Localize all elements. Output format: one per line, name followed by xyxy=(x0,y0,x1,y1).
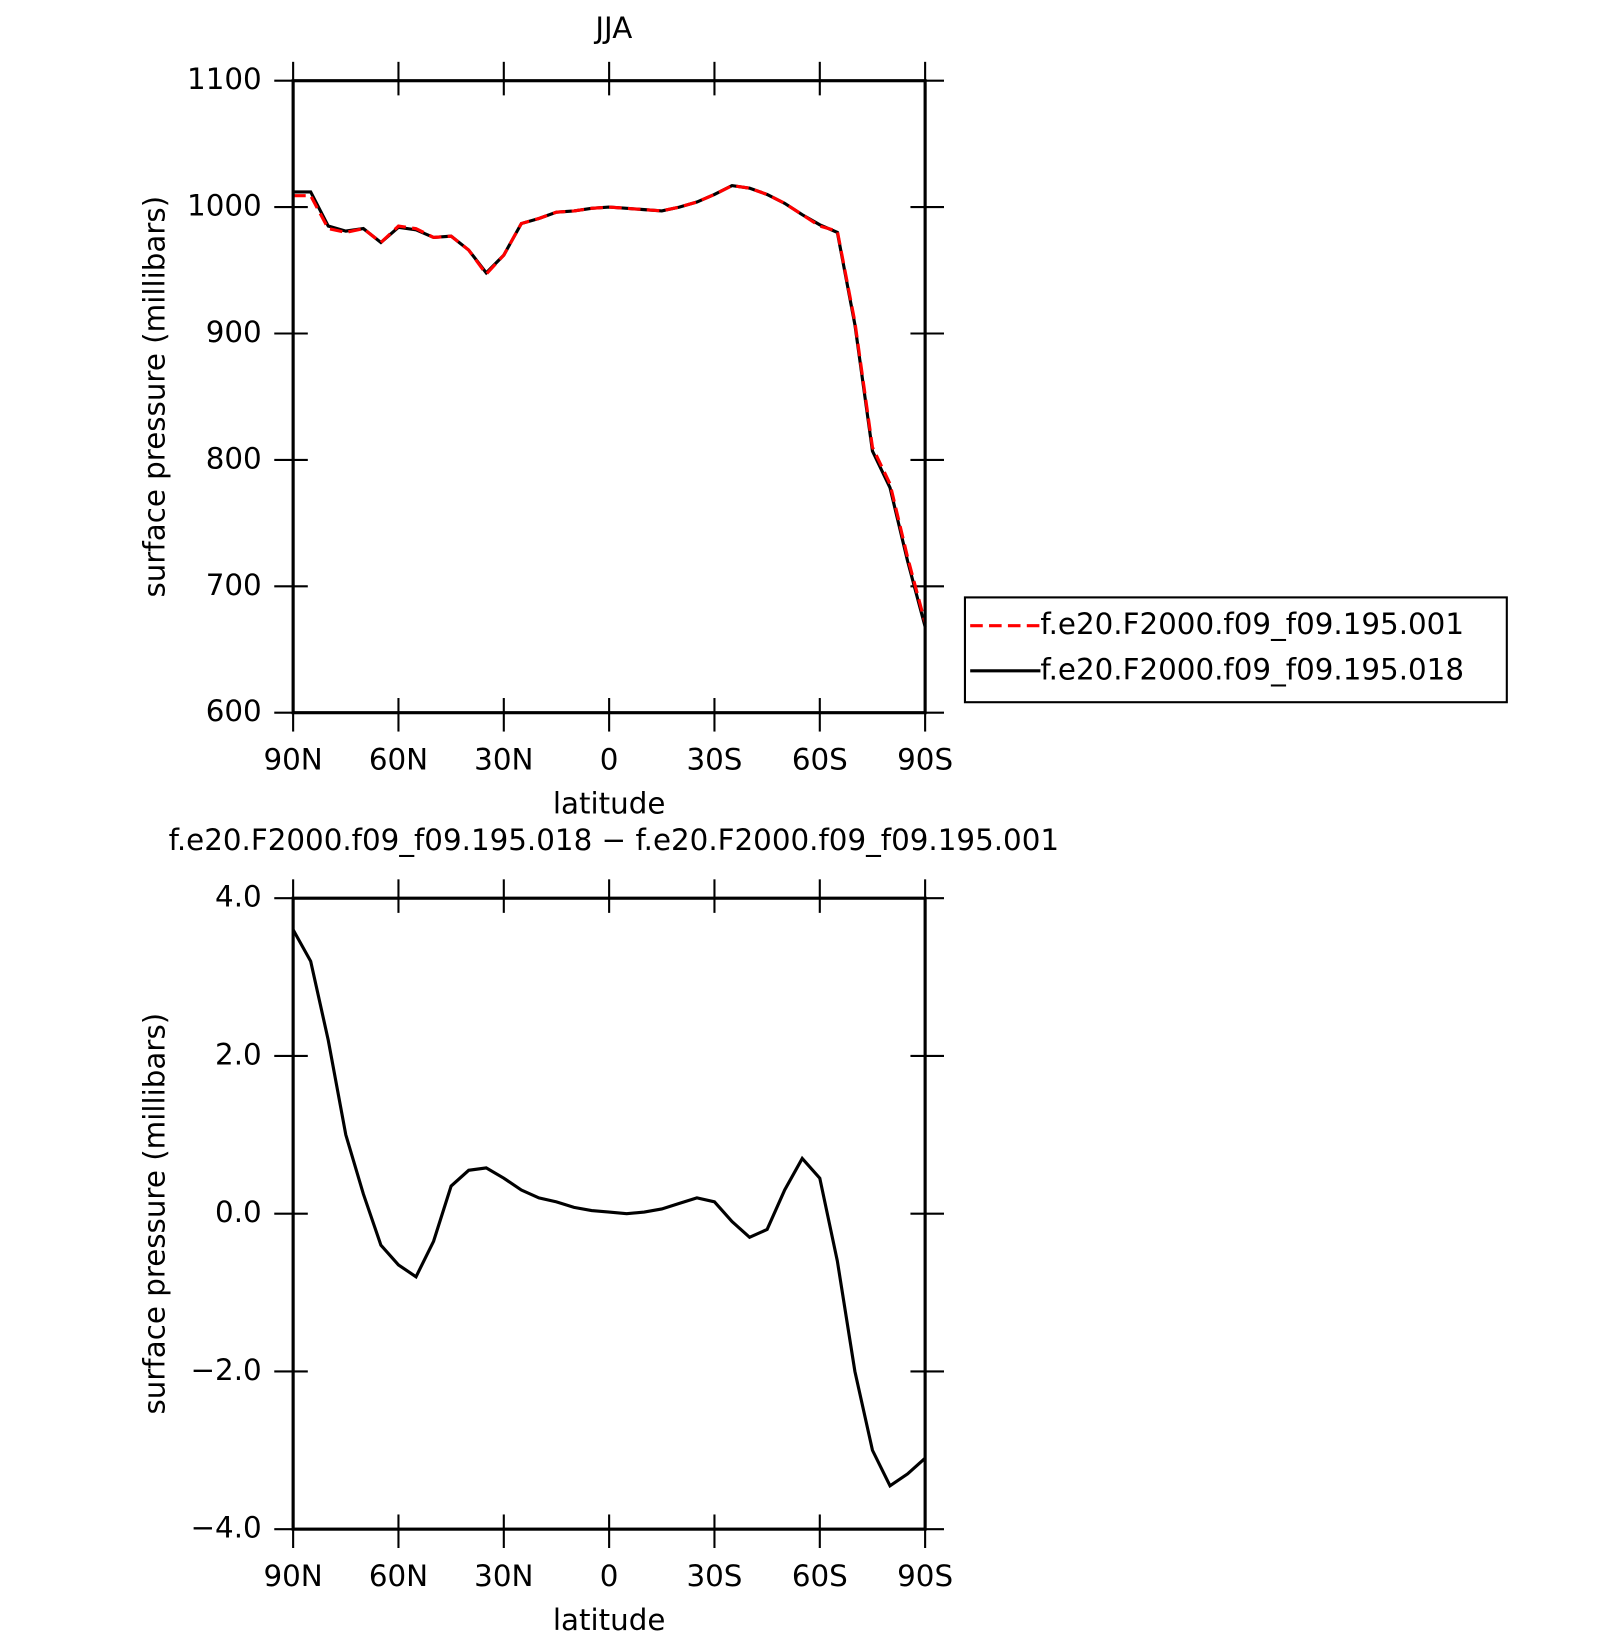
x-tick-label: 60S xyxy=(792,1559,848,1593)
x-tick-label: 60N xyxy=(369,742,428,776)
data-line xyxy=(293,183,927,624)
x-axis-label: latitude xyxy=(553,1603,666,1635)
y-tick-label: 900 xyxy=(206,315,262,349)
chart-title: f.e20.F2000.f09_f09.195.018 − f.e20.F200… xyxy=(169,823,1059,857)
chart-title: JJA xyxy=(593,11,632,45)
x-tick-label: 0 xyxy=(600,742,619,776)
y-tick-label: 600 xyxy=(206,694,262,728)
y-tick-label: 1000 xyxy=(187,189,262,223)
x-tick-label: 30S xyxy=(686,742,742,776)
x-tick-label: 60S xyxy=(792,742,848,776)
x-tick-label: 90N xyxy=(264,1559,323,1593)
legend-label: f.e20.F2000.f09_f09.195.001 xyxy=(1040,607,1464,641)
x-tick-label: 90N xyxy=(264,742,323,776)
y-tick-label: 800 xyxy=(206,441,262,475)
legend-label: f.e20.F2000.f09_f09.195.018 xyxy=(1040,652,1464,686)
x-tick-label: 30N xyxy=(474,742,533,776)
x-tick-label: 90S xyxy=(897,742,953,776)
data-line xyxy=(291,928,927,1489)
x-tick-label: 30N xyxy=(474,1559,533,1593)
y-tick-label: −4.0 xyxy=(190,1511,261,1545)
y-tick-label: 2.0 xyxy=(215,1037,262,1071)
y-tick-label: 1100 xyxy=(187,62,262,96)
y-tick-label: 700 xyxy=(206,568,262,602)
y-tick-label: 4.0 xyxy=(215,880,262,914)
y-tick-label: 0.0 xyxy=(215,1195,262,1229)
x-axis-label: latitude xyxy=(553,786,666,820)
x-tick-label: 0 xyxy=(600,1559,619,1593)
legend-box xyxy=(963,596,1508,704)
y-axis-label: surface pressure (millibars) xyxy=(137,1013,171,1415)
y-axis-label: surface pressure (millibars) xyxy=(137,196,171,598)
plot-frame xyxy=(291,79,927,715)
data-line xyxy=(293,183,927,628)
x-tick-label: 90S xyxy=(897,1559,953,1593)
plot-frame xyxy=(291,896,927,1531)
x-tick-label: 60N xyxy=(369,1559,428,1593)
y-tick-label: −2.0 xyxy=(190,1353,261,1387)
x-tick-label: 30S xyxy=(686,1559,742,1593)
